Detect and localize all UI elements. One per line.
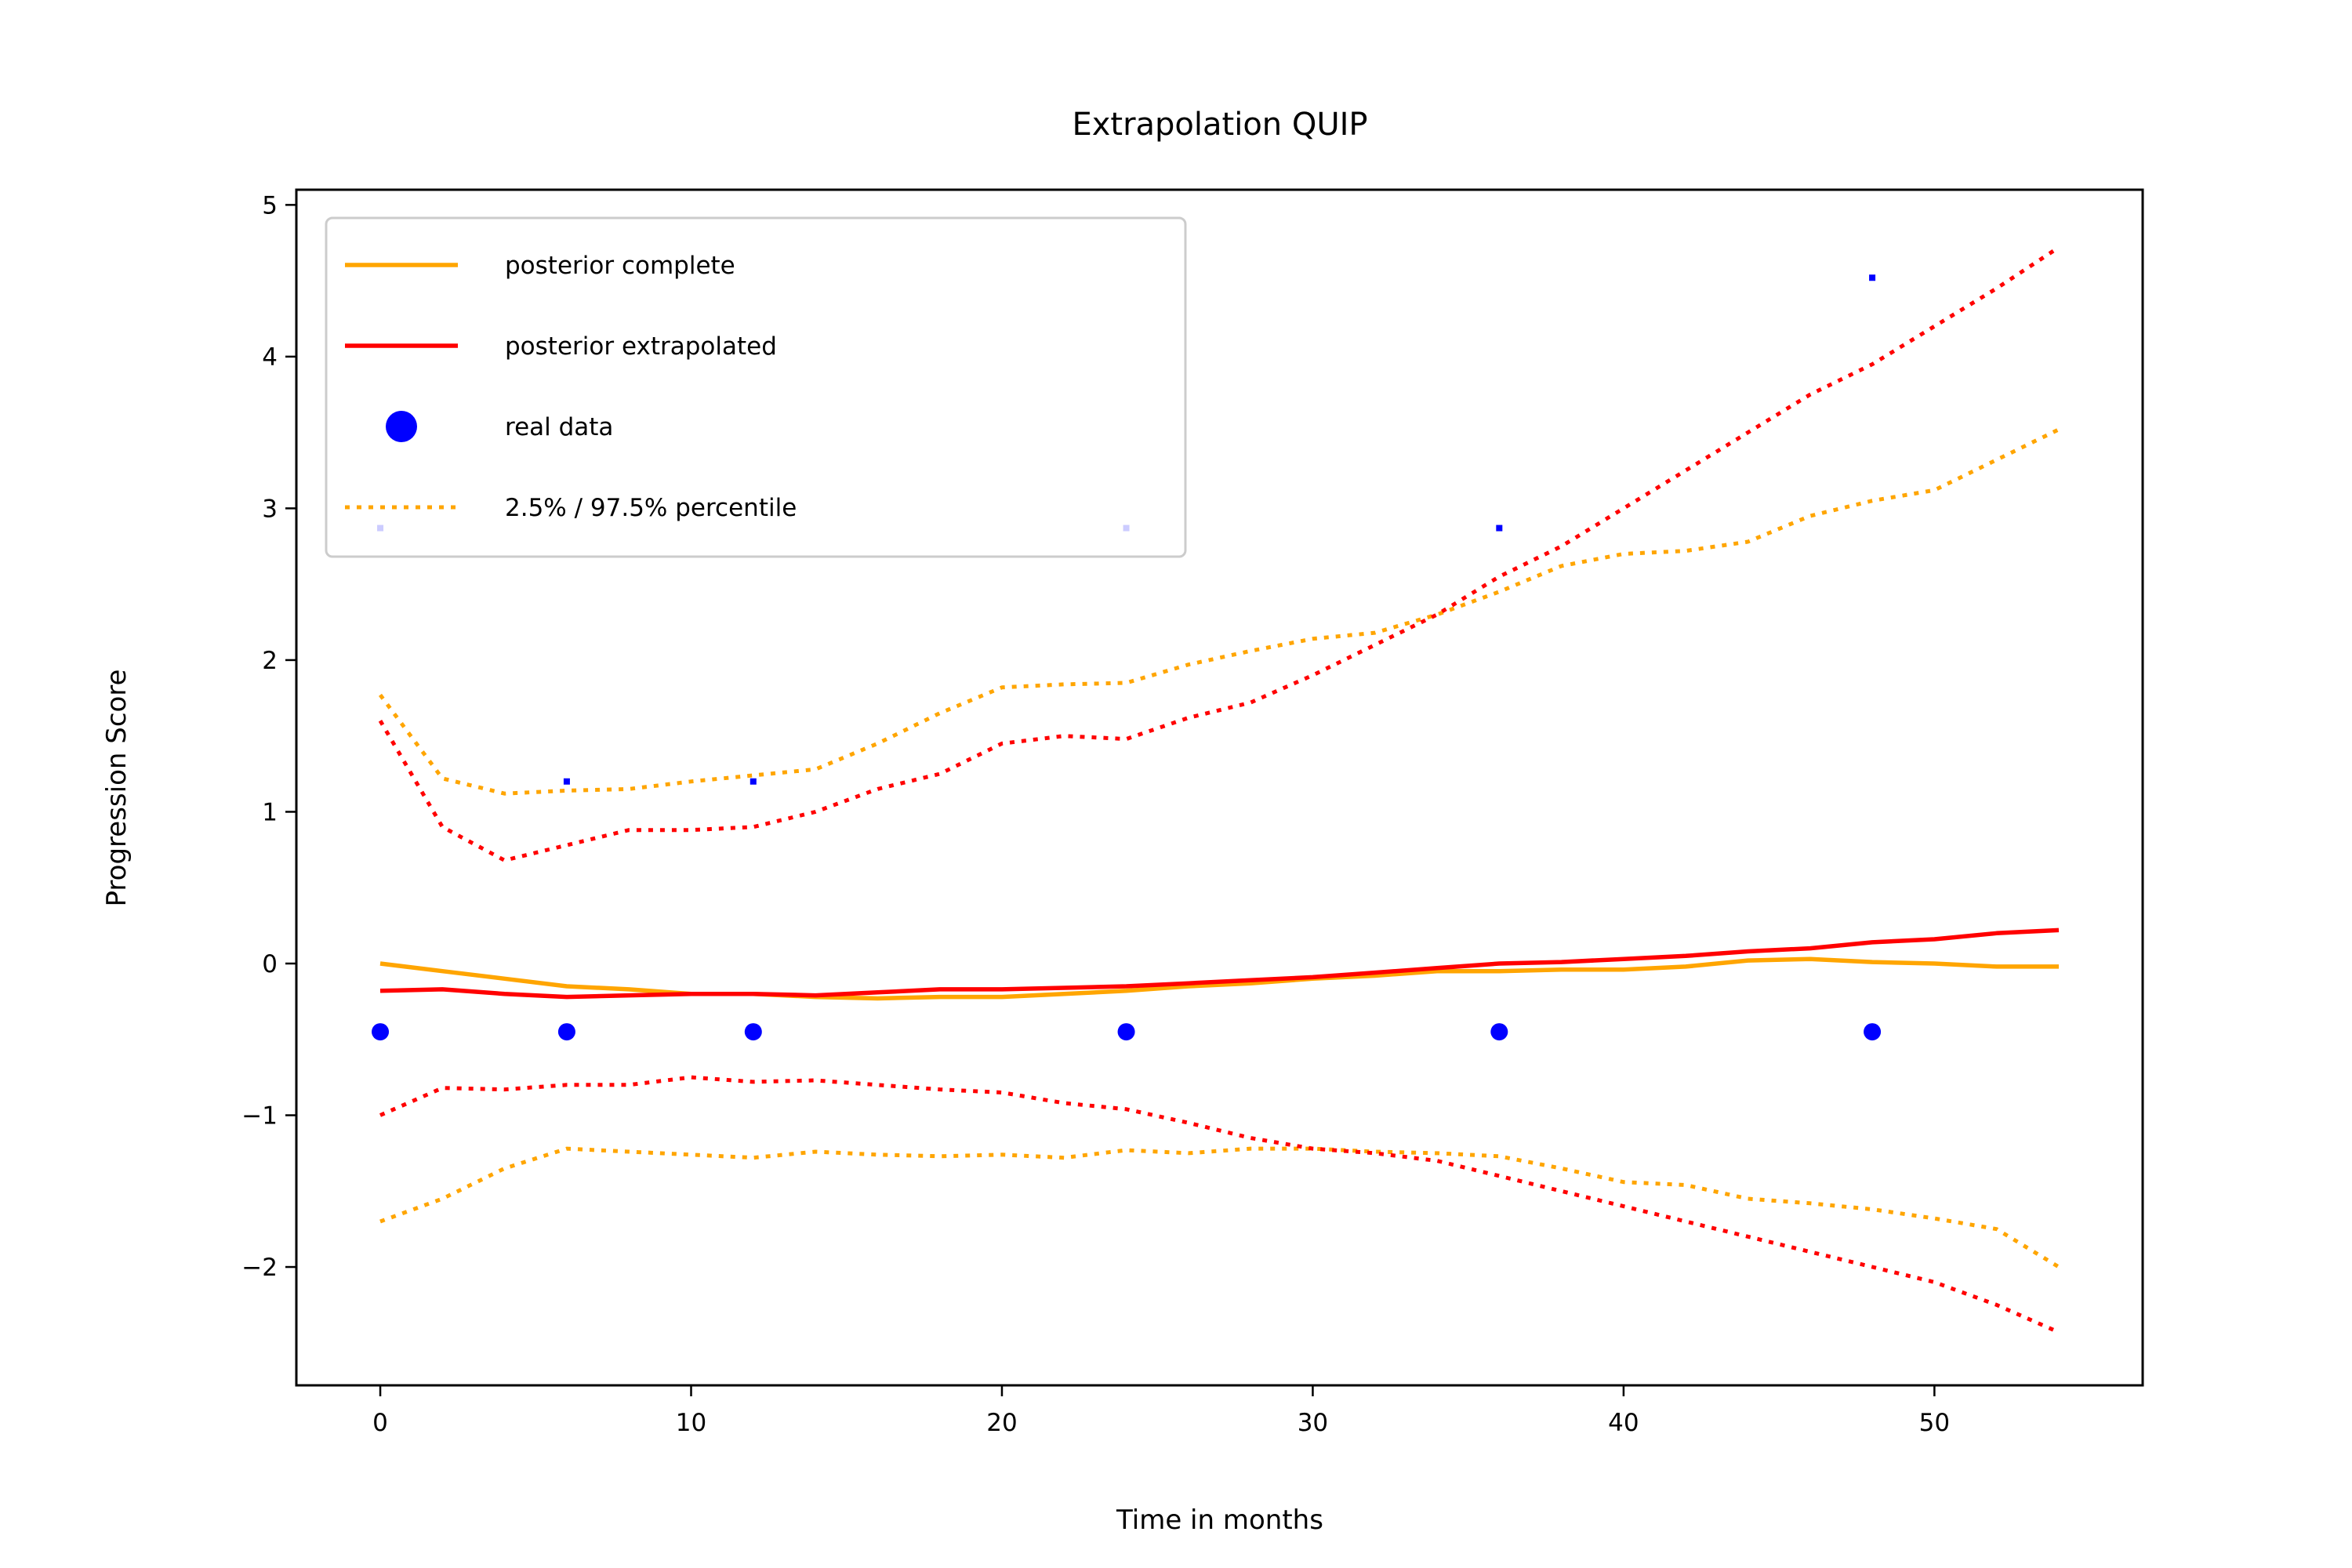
x-tick-label: 20	[986, 1409, 1017, 1437]
y-tick-label: 2	[262, 647, 278, 675]
legend-label-2-5-97-5-percentile: 2.5% / 97.5% percentile	[505, 494, 797, 522]
chart-title: Extrapolation QUIP	[1072, 107, 1367, 143]
series-line-posterior-extrapolated	[379, 927, 2060, 1000]
y-tick-label: −1	[241, 1102, 278, 1131]
y-tick-label: 1	[262, 798, 278, 826]
plot-frame	[295, 188, 2144, 1387]
legend-label-posterior-extrapolated: posterior extrapolated	[505, 332, 777, 361]
x-tick-label: 40	[1608, 1409, 1639, 1437]
y-tick-label: 3	[262, 495, 278, 523]
series-line-posterior-extrapolated-97-5	[378, 245, 2060, 862]
y-tick-label: −2	[241, 1254, 278, 1282]
series-line-posterior-complete-97-5	[378, 427, 2060, 796]
data-point-small	[1496, 524, 1503, 532]
y-axis-label: Progression Score	[101, 670, 132, 907]
legend-label-posterior-complete: posterior complete	[505, 252, 735, 280]
x-tick-label: 10	[676, 1409, 706, 1437]
legend-label-real-data: real data	[505, 413, 613, 441]
series-line-posterior-extrapolated-2-5	[379, 1075, 2060, 1334]
data-point	[744, 1023, 762, 1041]
y-tick-label: 0	[262, 950, 278, 978]
data-point	[372, 1023, 390, 1041]
data-point	[1490, 1023, 1508, 1041]
legend: posterior complete posterior extrapolated…	[325, 216, 1187, 558]
data-point-small	[750, 778, 757, 785]
legend-marker-real-data	[386, 411, 417, 442]
x-tick-label: 50	[1919, 1409, 1950, 1437]
data-point	[557, 1023, 575, 1041]
axes: 0 10 20 30 40 50 −2 −1 0 1 2 3 4 5	[241, 188, 2144, 1437]
x-tick-label: 30	[1298, 1409, 1328, 1437]
series-line-posterior-complete	[379, 956, 2059, 1001]
data-point	[1864, 1023, 1882, 1041]
legend-box	[325, 216, 1187, 558]
x-tick-label: 0	[372, 1409, 388, 1437]
data-point	[1117, 1023, 1135, 1041]
data-point-small	[1869, 274, 1876, 281]
data-point-small	[563, 778, 570, 785]
x-axis-label: Time in months	[1116, 1504, 1323, 1536]
y-tick-label: 5	[262, 191, 278, 220]
plot-series-group	[372, 245, 2060, 1334]
plot-area	[372, 245, 2060, 1334]
y-tick-label: 4	[262, 343, 278, 372]
